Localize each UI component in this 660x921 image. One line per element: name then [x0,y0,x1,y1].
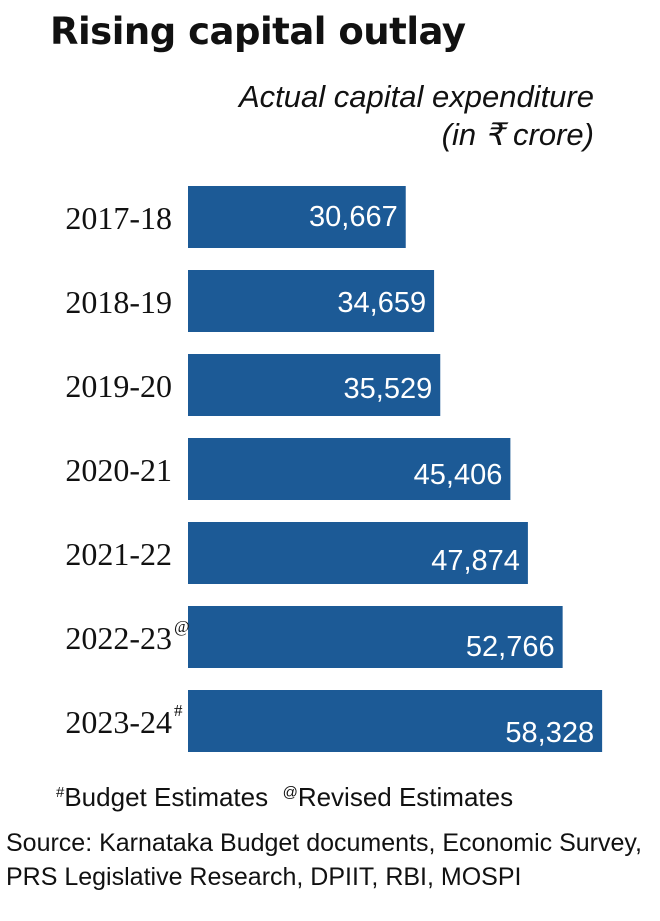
category-label-2022-23: 2022-23 [65,620,172,656]
subtitle-line-2: (in ₹ crore) [441,117,594,152]
chart-subtitle: Actual capital expenditure (in ₹ crore) [174,78,594,154]
source-line-2: PRS Legislative Research, DPIIT, RBI, MO… [6,863,522,891]
source-line-1: Source: Karnataka Budget documents, Econ… [6,829,642,857]
bar-2021-22 [188,522,528,584]
category-label-2023-24: 2023-24 [65,704,172,740]
bar-2017-18 [188,186,406,248]
footnote: #Budget Estimates @Revised Estimates [56,782,513,813]
revised-estimates-mark: @ [282,784,298,801]
bar-2020-21 [188,438,511,500]
value-label-2017-18: 30,667 [309,201,398,233]
value-label-2018-19: 34,659 [337,287,426,319]
value-label-2020-21: 45,406 [414,459,503,491]
value-label-2021-22: 47,874 [431,545,520,577]
subtitle-line-1: Actual capital expenditure [238,79,594,114]
category-label-2020-21: 2020-21 [65,452,172,488]
bar-2018-19 [188,270,435,332]
bar-2023-24 [188,690,603,752]
category-label-2017-18: 2017-18 [65,200,172,236]
category-mark-2023-24: # [174,701,183,720]
bar-chart: 2017-18 30,667 2018-19 34,659 2019-20 35,529 2… [65,186,603,752]
category-mark-2022-23: @ [174,617,190,636]
bar-2022-23 [188,606,563,668]
category-label-2018-19: 2018-19 [65,284,172,320]
value-label-2022-23: 52,766 [466,631,555,663]
budget-estimates-label: Budget Estimates [64,782,269,812]
value-label-2019-20: 35,529 [344,373,433,405]
chart-title: Rising capital outlay [50,10,466,53]
category-label-2019-20: 2019-20 [65,368,172,404]
budget-estimates-mark: # [56,784,65,801]
revised-estimates-label: Revised Estimates [297,782,514,812]
category-label-2021-22: 2021-22 [65,536,172,572]
bar-2019-20 [188,354,441,416]
source-note: Source: Karnataka Budget documents, Econ… [6,826,656,894]
value-label-2023-24: 58,328 [505,717,594,749]
